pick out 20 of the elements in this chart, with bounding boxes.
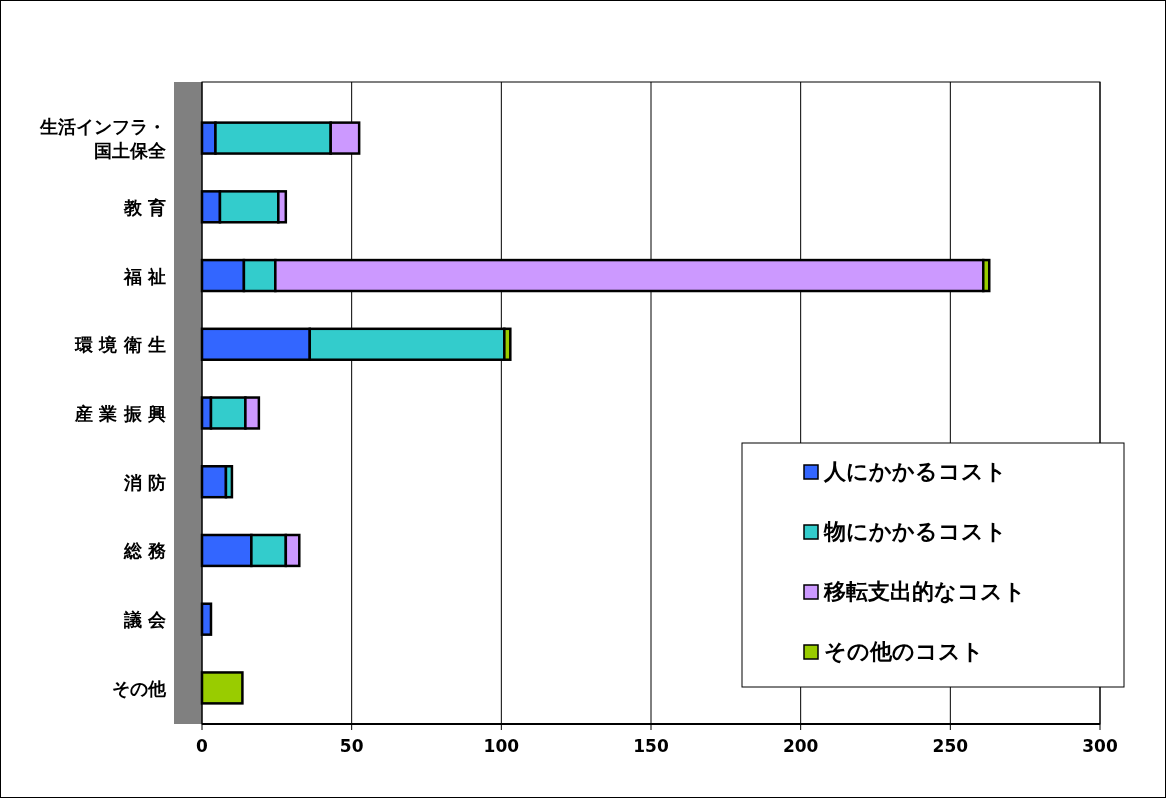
x-tick-label: 0 xyxy=(196,736,209,756)
x-tick-label: 300 xyxy=(1082,736,1118,756)
y-tick-label: 消 防 xyxy=(122,471,166,493)
legend-label: 物にかかるコスト xyxy=(823,519,1007,544)
legend-label: 人にかかるコスト xyxy=(823,459,1007,484)
x-tick-label: 100 xyxy=(483,736,520,756)
y-tick-label: 議 会 xyxy=(122,609,167,631)
x-tick-label: 250 xyxy=(932,736,969,756)
y-tick-label: 生活インフラ・国土保全 xyxy=(39,116,167,162)
legend-label: 移転支出的なコスト xyxy=(823,579,1026,604)
y-tick-label: その他 xyxy=(112,677,167,699)
y-tick-label: 環 境 衛 生 xyxy=(74,334,166,356)
y-tick-label: 教 育 xyxy=(122,196,166,218)
legend-label: その他のコスト xyxy=(824,639,984,664)
x-tick-label: 50 xyxy=(339,736,364,756)
y-tick-label: 総 務 xyxy=(122,540,166,562)
y-tick-label: 産 業 振 興 xyxy=(74,403,166,424)
x-tick-label: 200 xyxy=(782,736,819,756)
x-tick-label: 150 xyxy=(633,736,669,756)
y-tick-label: 福 祉 xyxy=(122,265,166,287)
